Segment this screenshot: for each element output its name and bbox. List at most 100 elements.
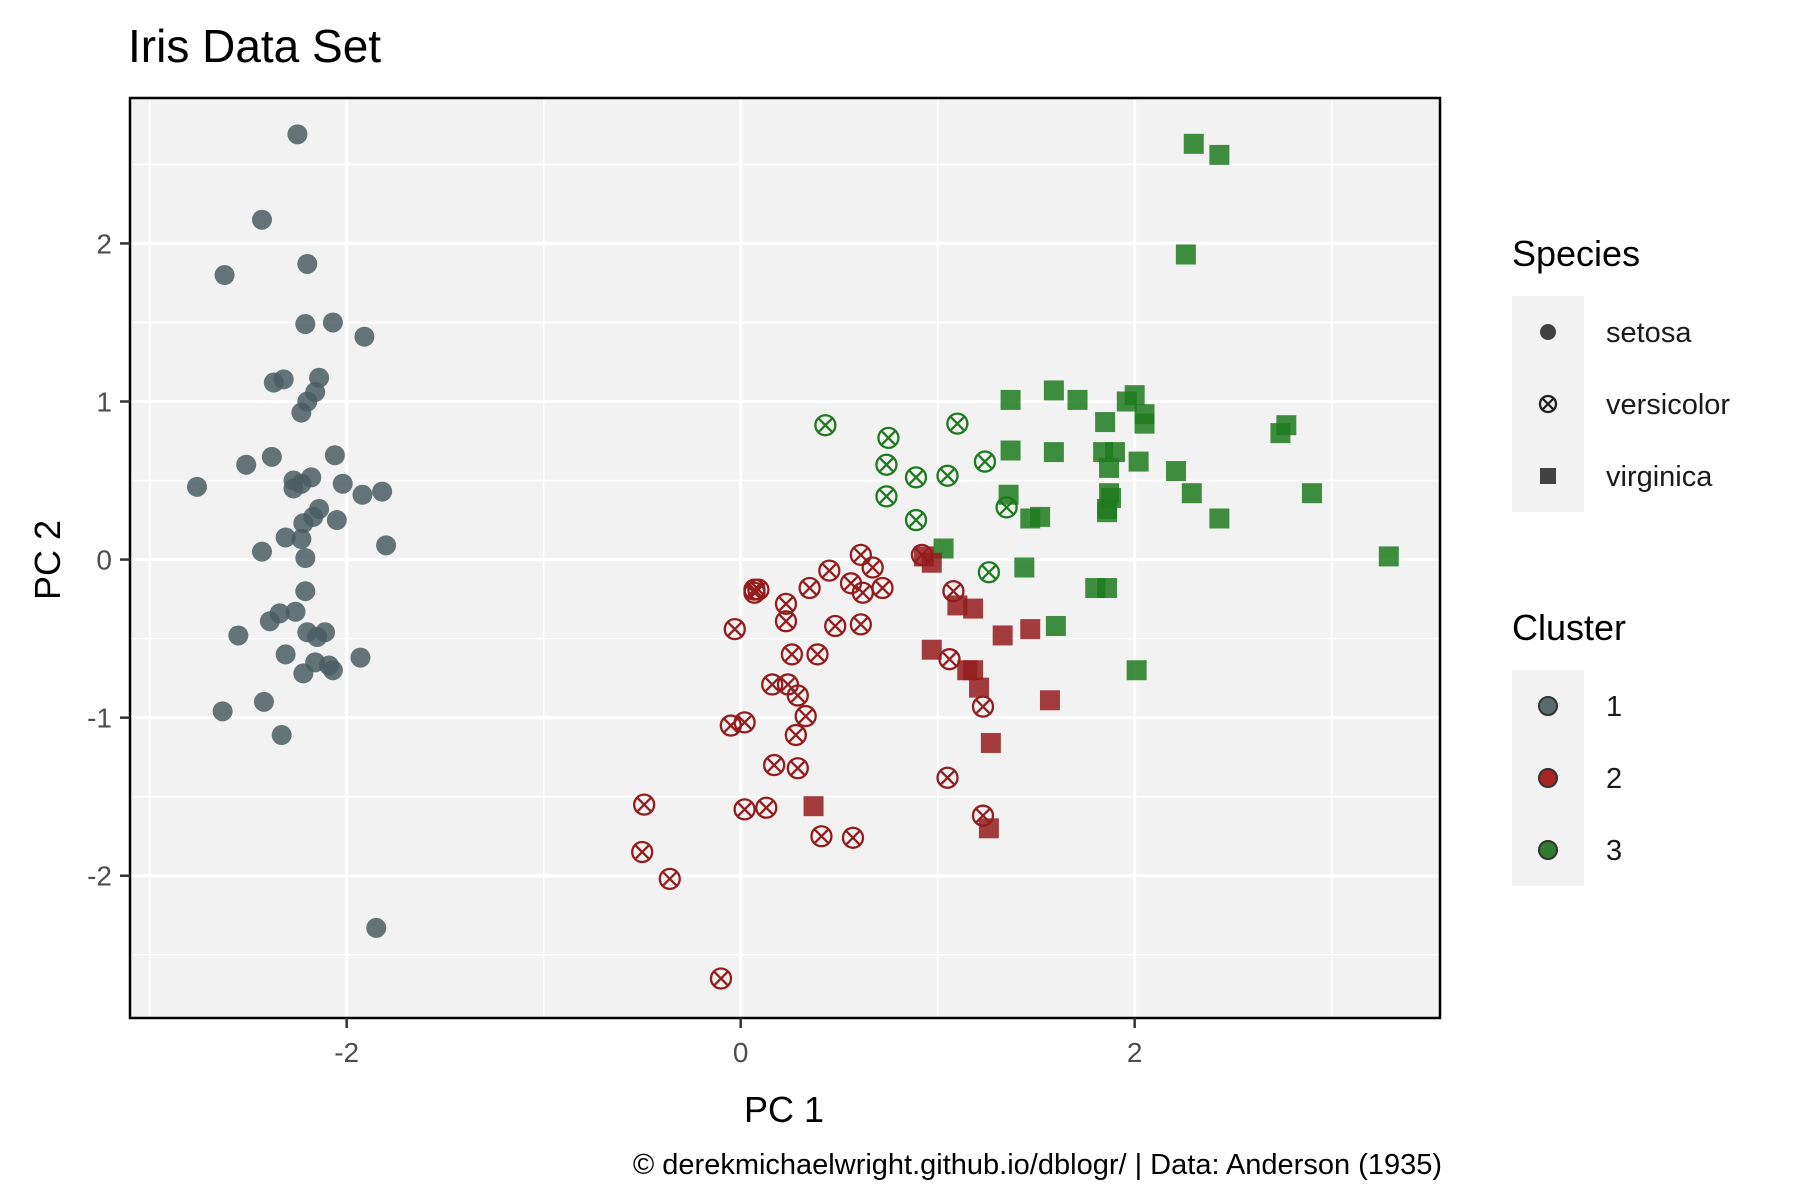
point-virginica-cluster3 [1099, 457, 1120, 478]
point-virginica-cluster2 [969, 677, 990, 698]
marker-ring [977, 561, 1001, 584]
marker-ring [761, 673, 784, 696]
legend: Species setosa versicolor virginica Cluster 1… [1512, 233, 1730, 886]
marker-cross [864, 559, 881, 576]
marker-ring [1538, 394, 1558, 414]
marker-ring [849, 613, 872, 636]
marker-cross [939, 467, 956, 484]
marker-cross [661, 871, 678, 887]
point-setosa-cluster1 [271, 725, 292, 746]
point-versicolor-cluster2 [849, 613, 872, 636]
y-axis-title: PC 2 [27, 520, 68, 600]
marker-cross [854, 584, 871, 601]
point-versicolor-cluster2 [938, 648, 961, 671]
marker-cross [852, 616, 869, 633]
point-setosa-cluster1 [291, 402, 312, 423]
marker-ring [709, 967, 733, 990]
y-tick-label: -1 [87, 703, 112, 734]
point-virginica-cluster2 [978, 818, 999, 839]
marker-cross [778, 595, 794, 612]
marker-cross [977, 453, 993, 470]
point-versicolor-cluster2 [806, 643, 829, 666]
point-setosa-cluster1 [283, 470, 304, 491]
marker-ring [658, 867, 681, 891]
marker-cross [843, 575, 859, 592]
point-versicolor-cluster2 [633, 793, 656, 816]
point-versicolor-cluster2 [871, 576, 894, 600]
marker-cross [821, 562, 838, 579]
point-setosa-cluster1 [322, 312, 343, 333]
marker-ring [755, 796, 778, 819]
point-virginica-cluster3 [1126, 660, 1147, 681]
marker-ring [786, 757, 809, 780]
point-virginica-cluster3 [1166, 461, 1187, 482]
marker-ring [631, 840, 654, 864]
point-setosa-cluster1 [295, 314, 316, 335]
point-virginica-cluster3 [1030, 506, 1051, 527]
marker-ring [633, 793, 656, 816]
marker-ring [849, 543, 872, 566]
point-setosa-cluster1 [285, 601, 306, 622]
marker-ring [973, 450, 997, 473]
point-setosa-cluster1 [293, 663, 314, 684]
marker-cross [880, 429, 897, 446]
point-setosa-cluster1 [251, 209, 272, 230]
point-setosa-cluster1 [301, 467, 322, 488]
point-setosa-cluster1 [332, 473, 353, 494]
point-versicolor-cluster2 [755, 796, 778, 819]
point-versicolor-cluster3 [936, 464, 959, 487]
point-virginica-cluster3 [1045, 615, 1066, 636]
x-axis-title: PC 1 [744, 1089, 824, 1130]
point-versicolor-cluster2 [761, 673, 784, 696]
grid [130, 98, 1440, 1018]
marker-cross [941, 651, 958, 668]
point-virginica-cluster3 [1209, 144, 1230, 165]
marker-ring [875, 485, 898, 508]
marker-ring [946, 412, 969, 435]
point-virginica-cluster3 [1014, 557, 1035, 578]
marker-cross [789, 687, 806, 704]
point-virginica-cluster3 [1175, 244, 1196, 265]
point-setosa-cluster1 [293, 513, 314, 534]
point-virginica-cluster3 [1301, 483, 1322, 504]
point-setosa-cluster1 [307, 627, 328, 648]
point-versicolor-cluster2 [763, 753, 786, 777]
marker-cross [713, 970, 729, 987]
point-setosa-cluster1 [236, 454, 257, 475]
point-virginica-cluster3 [1181, 483, 1202, 504]
marker-ring [810, 825, 833, 848]
marker-cross [845, 829, 861, 846]
legend-key-virginica [1540, 468, 1556, 484]
marker-cross [975, 698, 991, 715]
point-setosa-cluster1 [291, 529, 312, 550]
point-versicolor-cluster2 [631, 840, 654, 864]
marker-cross [764, 676, 781, 693]
point-setosa-cluster1 [263, 372, 284, 393]
point-versicolor-cluster3 [875, 485, 898, 508]
marker-cross [874, 580, 891, 596]
marker-cross [736, 801, 753, 818]
x-tick-label: -2 [334, 1037, 359, 1068]
point-versicolor-cluster3 [946, 412, 969, 435]
marker-cross [809, 646, 826, 663]
point-virginica-cluster3 [1116, 391, 1137, 412]
point-versicolor-cluster2 [733, 711, 756, 734]
point-setosa-cluster1 [228, 625, 249, 646]
point-versicolor-cluster3 [814, 414, 837, 437]
y-tick-label: 1 [96, 387, 112, 418]
marker-ring [877, 426, 900, 450]
point-virginica-cluster3 [1000, 440, 1021, 461]
point-virginica-cluster2 [921, 552, 942, 573]
marker-ring [806, 643, 829, 666]
point-setosa-cluster1 [275, 644, 296, 665]
point-virginica-cluster3 [1104, 442, 1125, 463]
point-virginica-cluster3 [1067, 389, 1088, 410]
marker-cross [636, 796, 653, 813]
point-setosa-cluster1 [253, 691, 274, 712]
point-virginica-cluster3 [1043, 442, 1064, 463]
point-virginica-cluster3 [1000, 389, 1021, 410]
caption: © derekmichaelwright.github.io/dblogr/ |… [633, 1149, 1442, 1181]
x-tick-label: 0 [733, 1037, 749, 1068]
point-virginica-cluster2 [1020, 619, 1041, 640]
